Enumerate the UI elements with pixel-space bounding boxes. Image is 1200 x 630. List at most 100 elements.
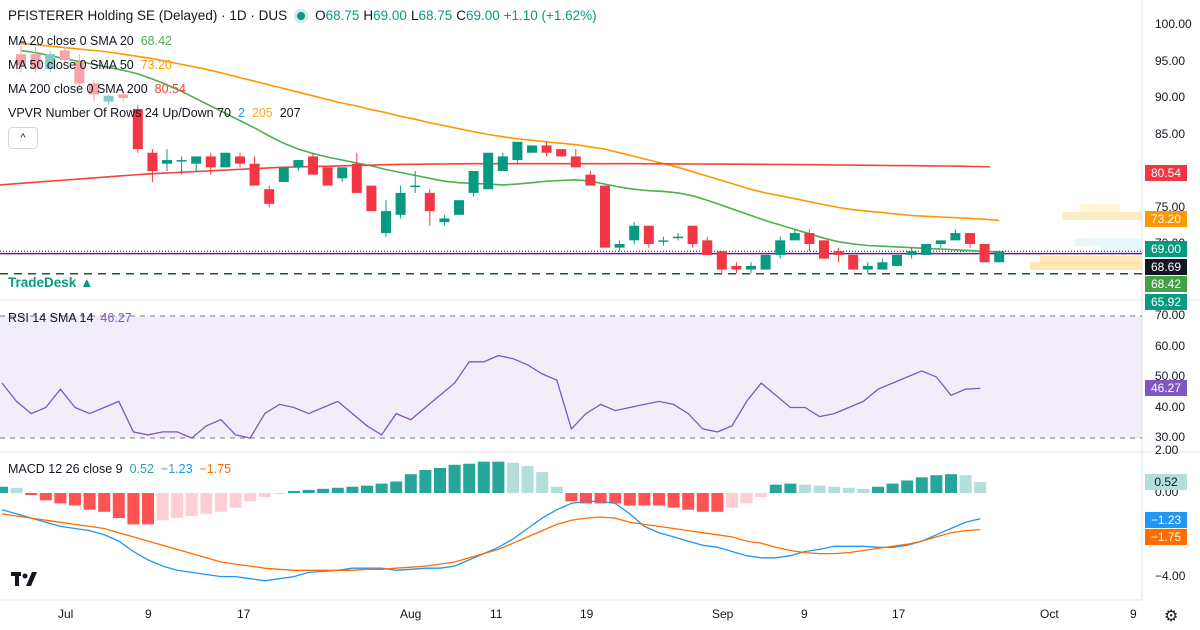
macd-histogram-bar xyxy=(536,472,549,493)
candle xyxy=(775,240,786,255)
rsi-tick-label: 30.00 xyxy=(1155,430,1186,444)
macd-histogram-bar xyxy=(872,486,884,493)
settings-gear-icon[interactable]: ⚙ xyxy=(1164,608,1179,625)
value-badge: 65.92 xyxy=(1145,294,1187,310)
rsi-tick-label: 70.00 xyxy=(1155,308,1186,322)
macd-histogram-bar xyxy=(331,487,344,493)
volume-profile-bar xyxy=(1062,212,1142,220)
ma20-value: 68.42 xyxy=(140,34,172,48)
value-badge: 80.54 xyxy=(1145,165,1187,181)
candle xyxy=(293,160,304,168)
candle xyxy=(585,174,596,186)
macd-histogram-bar xyxy=(112,493,125,519)
macd-histogram-bar xyxy=(39,493,52,501)
macd-histogram-bar xyxy=(98,493,111,512)
macd-histogram-bar xyxy=(375,483,388,493)
ma20-legend[interactable]: MA 20 close 0 SMA 20 68.42 xyxy=(8,34,172,48)
candle xyxy=(205,156,216,168)
candle xyxy=(833,251,844,255)
rsi-legend[interactable]: RSI 14 SMA 14 46.27 xyxy=(8,311,132,325)
macd-histogram-bar xyxy=(726,493,738,508)
candle xyxy=(74,61,85,84)
macd-histogram-bar xyxy=(54,493,67,504)
low-value: 68.75 xyxy=(418,8,453,23)
price-tick-label: 90.00 xyxy=(1155,90,1186,104)
candle xyxy=(994,251,1005,263)
macd-histogram-bar xyxy=(507,462,519,493)
value-badge: 68.42 xyxy=(1145,276,1187,292)
value-badge: 73.20 xyxy=(1145,211,1187,227)
macd-signal-value: −1.75 xyxy=(199,462,232,476)
candle xyxy=(658,240,669,242)
candle xyxy=(30,54,41,69)
ma200-legend[interactable]: MA 200 close 0 SMA 200 80.54 xyxy=(8,82,186,96)
macd-histogram-bar xyxy=(945,474,957,493)
candle xyxy=(322,167,333,186)
macd-tick-label: −4.00 xyxy=(1155,568,1186,583)
macd-histogram-bar xyxy=(609,493,622,504)
macd-histogram-bar xyxy=(448,464,461,493)
macd-histogram-bar xyxy=(755,493,768,498)
macd-histogram-bar xyxy=(229,493,242,508)
macd-signal-line xyxy=(1,513,981,571)
macd-histogram-bar xyxy=(390,481,403,493)
candle xyxy=(132,108,143,150)
macd-histogram-bar xyxy=(623,493,636,506)
macd-histogram-bar xyxy=(156,493,169,521)
macd-histogram-bar xyxy=(769,484,782,493)
candle xyxy=(935,240,946,244)
macd-histogram-bar xyxy=(244,493,257,502)
macd-histogram-bar xyxy=(740,493,753,504)
date-tick-label: 9 xyxy=(1130,607,1137,621)
price-tick-label: 75.00 xyxy=(1155,199,1186,214)
macd-histogram-bar xyxy=(302,489,315,493)
macd-histogram-bar xyxy=(901,480,914,493)
candle xyxy=(614,244,625,248)
vpvr-legend[interactable]: VPVR Number Of Rows 24 Up/Down 70 2 205 … xyxy=(8,106,301,120)
volume-profile-bar xyxy=(1075,238,1142,246)
candle xyxy=(760,254,771,270)
macd-histogram-bar xyxy=(696,493,709,512)
candle xyxy=(965,233,975,244)
symbol-title[interactable]: PFISTERER Holding SE (Delayed) · 1D · DU… xyxy=(8,8,288,23)
volume-profile-bar xyxy=(1030,262,1142,270)
rsi-tick-label: 40.00 xyxy=(1155,399,1186,414)
candle xyxy=(235,156,245,164)
price-tick-label: 100.00 xyxy=(1155,17,1192,31)
candle xyxy=(264,189,275,204)
macd-histogram-bar xyxy=(419,470,432,493)
macd-histogram-bar xyxy=(550,486,563,493)
macd-histogram-bar xyxy=(594,493,607,504)
candle xyxy=(59,50,70,61)
macd-histogram-bar xyxy=(185,493,198,516)
market-status-icon xyxy=(297,12,306,21)
macd-histogram-bar xyxy=(25,493,38,496)
tradingview-logo-icon[interactable] xyxy=(10,568,40,590)
tradedesk-link[interactable]: TradeDesk ▲ xyxy=(8,275,94,290)
ma50-legend[interactable]: MA 50 close 0 SMA 50 73.20 xyxy=(8,58,172,72)
candle xyxy=(687,225,698,244)
macd-histogram-bar xyxy=(317,488,330,493)
macd-histogram-bar xyxy=(258,493,271,498)
candle xyxy=(746,265,756,270)
macd-histogram-bar xyxy=(273,493,286,495)
macd-histogram-bar xyxy=(463,463,476,493)
volume-profile-bar xyxy=(1080,204,1120,212)
date-tick-label: Aug xyxy=(400,607,422,621)
value-badge: 69.00 xyxy=(1145,241,1187,257)
candle xyxy=(439,218,450,223)
candle xyxy=(176,160,187,162)
candle xyxy=(454,200,464,215)
macd-legend[interactable]: MACD 12 26 close 9 0.52 −1.23 −1.75 xyxy=(8,462,232,476)
rsi-tick-label: 50.00 xyxy=(1155,369,1186,383)
macd-hist-value: 0.52 xyxy=(129,462,154,476)
macd-line xyxy=(1,500,981,582)
candle xyxy=(541,145,552,153)
candle xyxy=(410,185,421,188)
macd-histogram-bar xyxy=(842,487,855,493)
candle xyxy=(862,265,873,270)
macd-histogram-bar xyxy=(404,474,417,493)
candle xyxy=(556,149,567,157)
collapse-legend-button[interactable]: ^ xyxy=(8,127,38,149)
